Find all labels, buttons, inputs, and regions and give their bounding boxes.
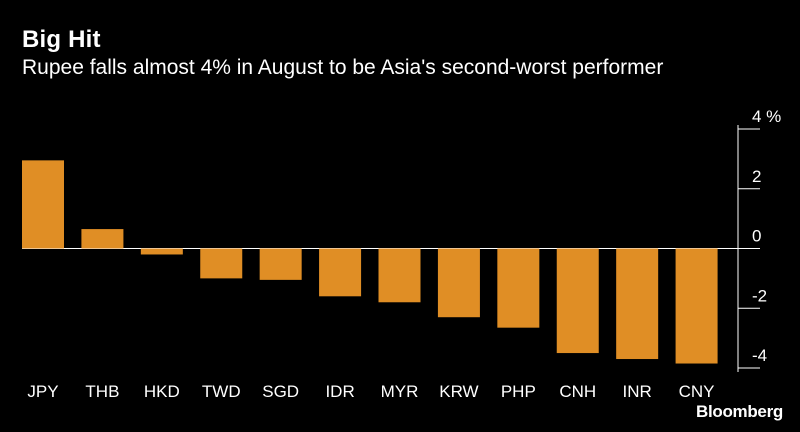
x-tick-label-cny: CNY (679, 382, 715, 401)
bar-inr (616, 248, 659, 360)
bars-group (22, 160, 718, 364)
y-ticks: 4 % 2 0 -2 -4 (738, 107, 781, 369)
x-tick-label-inr: INR (623, 382, 652, 401)
bar-twd (200, 248, 243, 279)
bar-php (497, 248, 540, 328)
bar-cny (675, 248, 718, 364)
bar-myr (378, 248, 421, 303)
bloomberg-logo: Bloomberg (695, 402, 783, 421)
chart-title: Big Hit (22, 26, 101, 53)
bar-sgd (259, 248, 302, 280)
x-tick-label-sgd: SGD (262, 382, 299, 401)
x-tick-label-thb: THB (85, 382, 119, 401)
y-tick-label: 4 % (752, 107, 781, 126)
bar-jpy (22, 160, 64, 249)
chart-subtitle: Rupee falls almost 4% in August to be As… (22, 56, 664, 79)
x-tick-label-twd: TWD (202, 382, 241, 401)
y-tick-label: 0 (752, 227, 761, 246)
x-tick-label-idr: IDR (325, 382, 354, 401)
y-tick-label: 2 (752, 167, 761, 186)
x-tick-label-jpy: JPY (27, 382, 58, 401)
x-tick-label-hkd: HKD (144, 382, 180, 401)
y-tick-label: -4 (752, 346, 767, 365)
bar-idr (319, 248, 362, 297)
x-tick-label-myr: MYR (381, 382, 419, 401)
x-tick-label-cnh: CNH (559, 382, 596, 401)
bar-thb (81, 229, 124, 249)
bar-hkd (140, 248, 183, 255)
bar-krw (437, 248, 480, 318)
x-tick-labels: JPY THB HKD TWD SGD IDR MYR KRW PHP CNH INR CNY (27, 382, 714, 401)
y-tick-label: -2 (752, 286, 767, 305)
bar-cnh (556, 248, 599, 354)
x-tick-label-krw: KRW (439, 382, 478, 401)
x-tick-label-php: PHP (501, 382, 536, 401)
